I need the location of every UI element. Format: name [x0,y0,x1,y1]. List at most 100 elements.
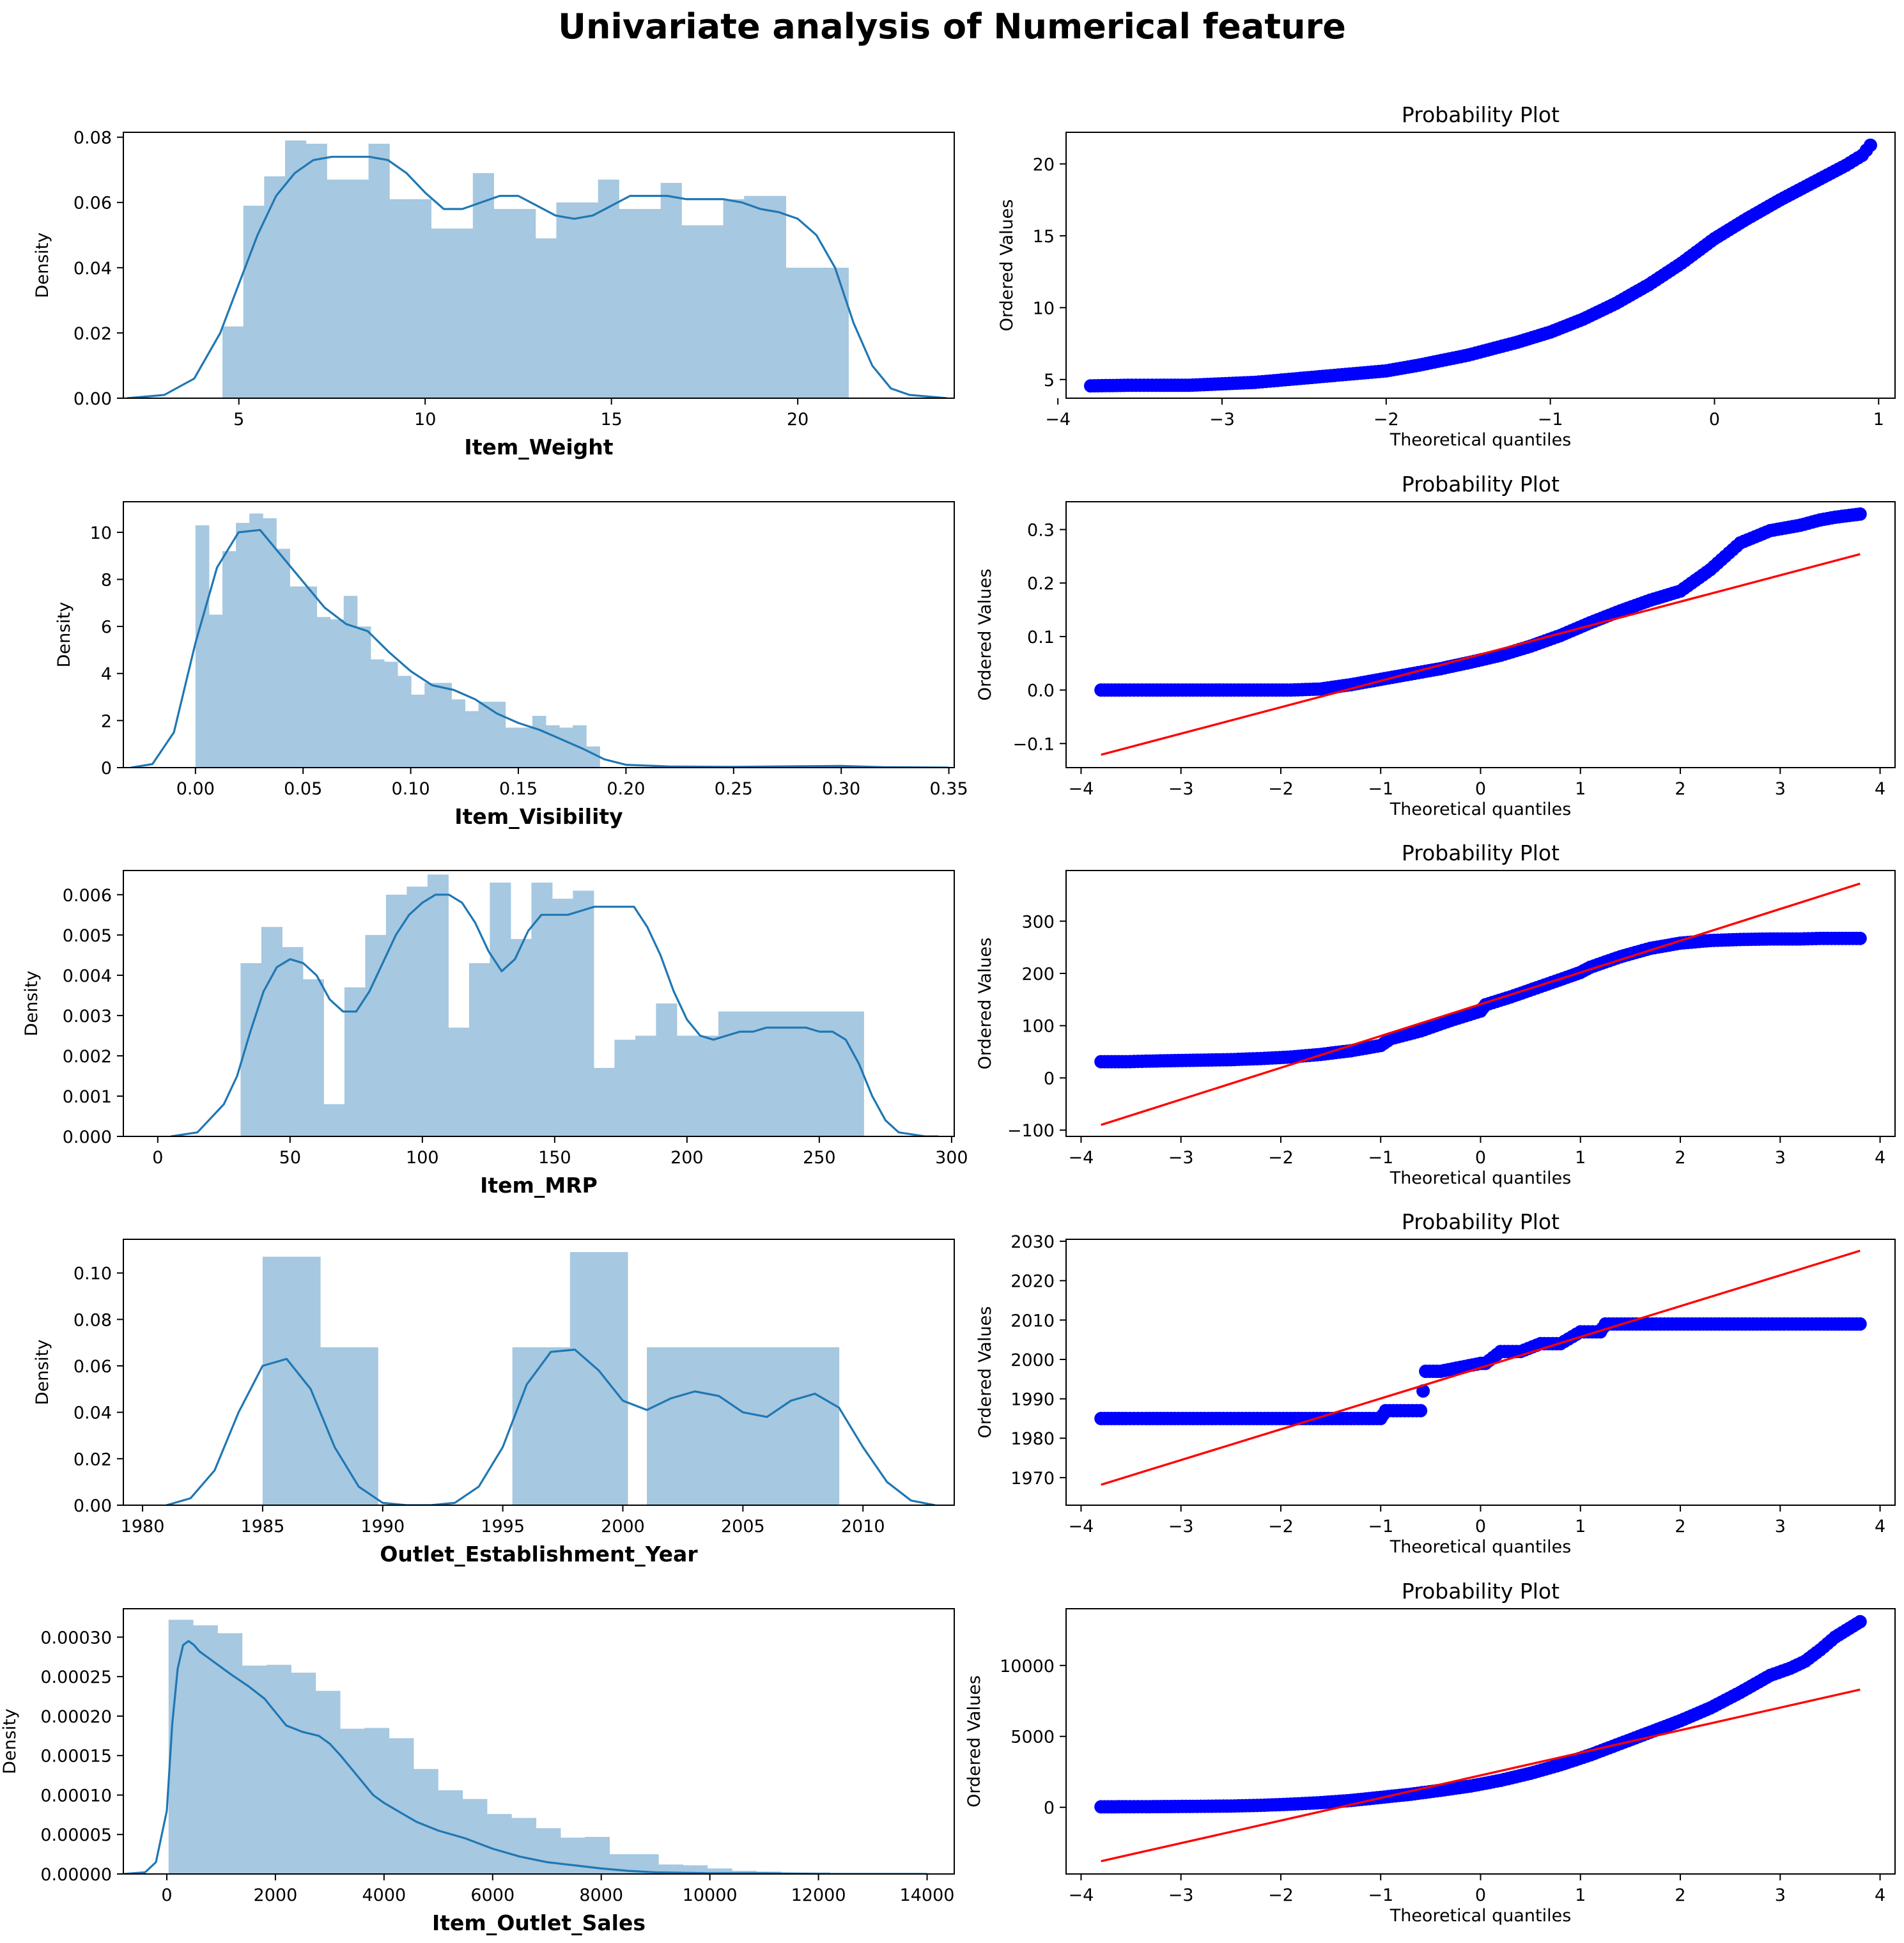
hist-bar [193,1625,218,1874]
y-tick-label: 0 [1044,1069,1055,1088]
y-tick-label: 0.08 [74,128,112,148]
hist-bar [468,963,490,1136]
kde-curve [130,529,949,768]
x-tick-label: 0 [1475,1148,1486,1168]
hist-bar [608,1251,628,1505]
qq-point [1853,1614,1867,1629]
hist-bar [759,1011,781,1136]
hist-bar [545,725,560,768]
y-tick-label: 0.08 [74,1310,112,1330]
axes-frame [123,870,955,1137]
y-tick-label: 0.10 [74,1264,112,1284]
hist-bar [243,205,265,398]
hist-bar [635,1035,656,1136]
subplot-title: Probability Plot [1402,1579,1560,1604]
x-tick-label: 6000 [470,1885,515,1905]
x-tick-label: 20 [787,410,809,430]
x-tick-label: 0 [1709,410,1720,430]
x-tick-label: 0 [161,1885,172,1905]
qq-fit-line [1101,1688,1861,1862]
figure-title: Univariate analysis of Numerical feature [558,6,1346,47]
x-tick-label: 300 [935,1148,968,1168]
hist-bar [780,1011,802,1136]
hist-bar [505,727,520,768]
hist-bar [364,1728,390,1874]
probability-plot-3: −4 −3 −2 −1 0 1 2 3 4 −100 0 100 200 300 Probability P… [975,840,1896,1188]
x-tick-label: −4 [1069,1517,1094,1537]
axes-frame [1065,501,1896,768]
hist-bar [316,617,331,768]
x-tick-label: 0 [1475,1885,1486,1905]
axes-frame [1065,132,1896,399]
x-axis-label: Theoretical quantiles [1389,800,1572,819]
hist-bar [383,662,398,768]
hist-bar [359,1347,378,1505]
hist-bar [267,1664,291,1874]
y-tick-label: 0.00030 [40,1628,112,1648]
y-tick-label: 20 [1033,155,1055,174]
x-tick-label: 2 [1675,1517,1685,1537]
hist-bar [261,927,283,1136]
plot-area [1094,1250,1867,1486]
kde-curve [127,155,947,398]
y-tick-label: 10000 [1000,1657,1055,1676]
plot-area [1094,507,1867,756]
y-tick-label: 0.06 [74,1357,112,1377]
subplot-title: Probability Plot [1402,840,1560,865]
y-tick-label: 10 [1033,298,1055,318]
y-tick-label: 0.02 [74,1450,112,1469]
hist-bar [478,701,493,768]
hist-bar [406,886,428,1136]
hist-bar [697,1035,719,1136]
axes-frame [1065,1608,1896,1875]
hist-bar [614,1039,636,1136]
hist-bar [452,228,474,398]
hist-bar [222,326,244,398]
x-tick-label: 1995 [481,1517,525,1537]
hist-bar [762,1347,782,1505]
hist-bar [357,626,371,768]
y-tick-label: 5 [1044,371,1055,391]
y-tick-label: 0.004 [63,966,112,986]
hist-bar [593,1067,615,1136]
hist-bar [291,1673,316,1874]
hist-bar [577,202,599,398]
y-tick-label: 0.1 [1027,628,1055,647]
qq-point [1853,507,1867,521]
y-tick-label: 8 [101,570,112,590]
hist-bar [320,1347,340,1505]
hist-bar [819,1347,840,1505]
hist-bar [365,934,387,1136]
x-tick-label: 250 [803,1148,836,1168]
subplot-title: Probability Plot [1402,472,1560,497]
x-tick-label: 4 [1875,1148,1885,1168]
hist-bar [556,202,578,398]
y-axis-label: Ordered Values [975,938,995,1070]
hist-bar [827,267,849,398]
hist-bar [411,694,425,768]
x-tick-label: 4 [1875,779,1885,799]
hist-bar [683,1865,708,1874]
plot-area [1094,882,1867,1126]
hist-bar [822,1011,844,1136]
x-tick-label: 1985 [241,1517,285,1537]
x-tick-label: −1 [1368,1885,1393,1905]
x-tick-label: −2 [1268,1148,1294,1168]
y-tick-label: 2020 [1010,1272,1055,1292]
y-tick-label: 300 [1021,912,1055,932]
x-axis-label: Item_Weight [464,435,613,460]
hist-bar [340,1728,365,1874]
hist-bar [800,1347,821,1505]
x-tick-label: 14000 [900,1885,955,1905]
x-tick-label: 0.00 [176,779,215,799]
x-tick-label: 0.30 [822,779,860,799]
hist-bar [535,238,557,398]
y-tick-label: 0.00020 [40,1707,112,1727]
x-tick-label: 0 [152,1148,163,1168]
x-tick-label: −4 [1069,1885,1094,1905]
hist-bar [531,1347,552,1505]
hist-bar [262,1257,283,1505]
hist-bar [344,987,366,1136]
hist-bar [465,711,479,768]
y-tick-label: 0.00 [74,1496,112,1516]
